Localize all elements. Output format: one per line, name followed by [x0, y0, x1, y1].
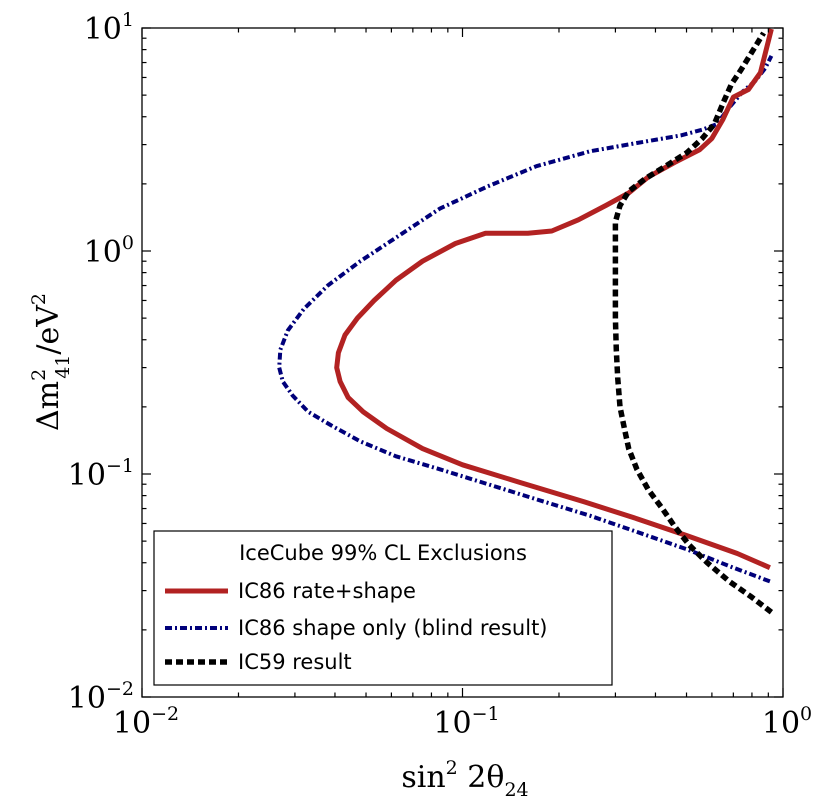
y-tick-label: 10−2 — [68, 678, 134, 716]
tick-layer — [141, 27, 784, 698]
legend-label-ic86-shape-only: IC86 shape only (blind result) — [238, 616, 548, 640]
legend-label-ic86-rate-shape: IC86 rate+shape — [238, 579, 416, 603]
legend-label-ic59: IC59 result — [238, 650, 352, 674]
y-tick-label: 101 — [84, 9, 134, 47]
x-tick-label: 100 — [762, 703, 812, 741]
series-line-ic59-result — [612, 31, 774, 615]
y-tick-label: 10−1 — [68, 455, 134, 493]
x-tick-label: 10−2 — [113, 703, 179, 741]
series-line-ic86-rate-shape — [334, 28, 774, 570]
y-axis-label: Δm2 41/eV2 — [28, 293, 74, 431]
legend: IceCube 99% CL Exclusions IC86 rate+shap… — [153, 530, 613, 686]
tick-label-layer: 10−2 10−1 100 10−2 10−1 100 101 — [68, 9, 812, 741]
y-tick-label: 100 — [84, 232, 134, 270]
legend-box — [153, 530, 613, 686]
legend-title: IceCube 99% CL Exclusions — [239, 541, 527, 565]
series-layer — [277, 28, 774, 615]
x-tick-label: 10−1 — [433, 703, 499, 741]
series-line-ic86-shape-only-blind-result — [277, 54, 774, 584]
x-axis-label: sin2 2θ24 — [401, 757, 528, 801]
